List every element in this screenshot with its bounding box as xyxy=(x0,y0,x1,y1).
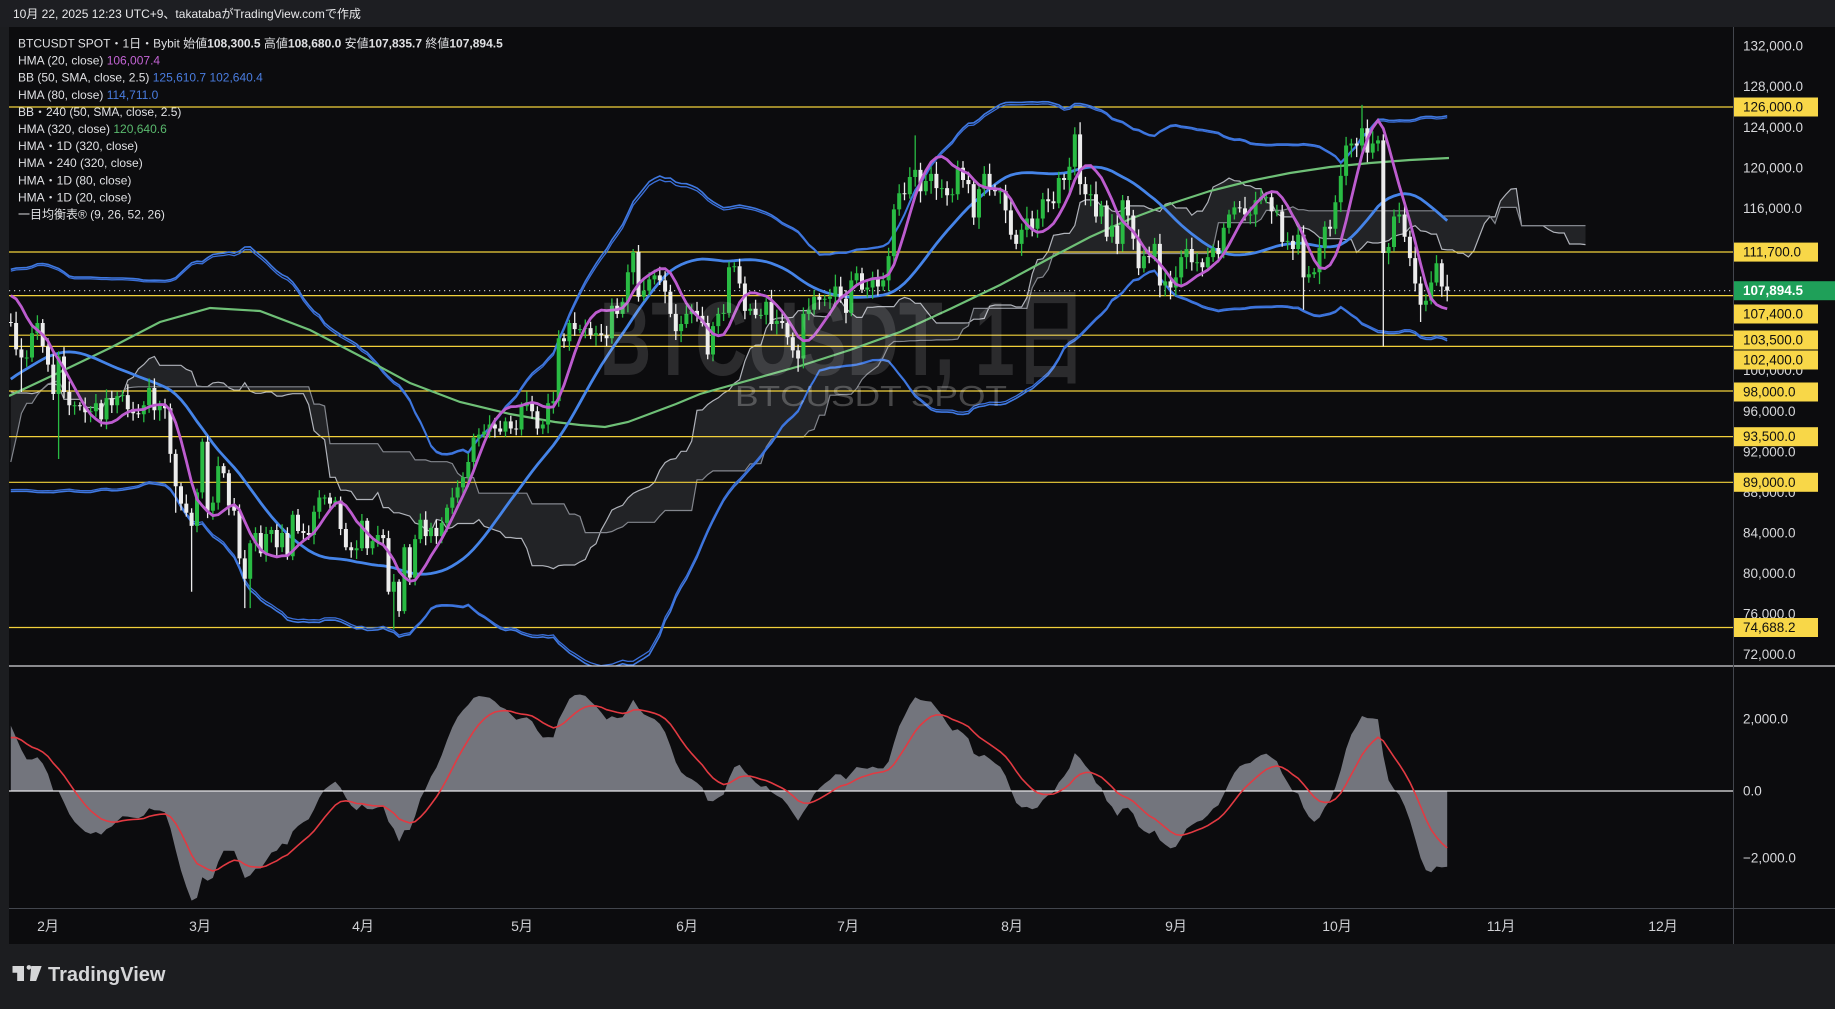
svg-text:96,000.0: 96,000.0 xyxy=(1743,404,1796,419)
svg-text:107,400.0: 107,400.0 xyxy=(1743,307,1803,322)
svg-text:89,000.0: 89,000.0 xyxy=(1743,475,1796,490)
svg-text:107,894.5: 107,894.5 xyxy=(1743,283,1804,298)
svg-text:BB (50, SMA, close, 2.5) 125,: BB (50, SMA, close, 2.5) 125,610.7 102,6… xyxy=(18,71,263,85)
svg-text:7月: 7月 xyxy=(837,918,859,934)
svg-text:HMA (20, close) 106,007.4: HMA (20, close) 106,007.4 xyxy=(18,54,160,68)
svg-text:BTCUSDT, 1日: BTCUSDT, 1日 xyxy=(600,281,1087,398)
svg-text:2月: 2月 xyxy=(37,918,59,934)
svg-text:84,000.0: 84,000.0 xyxy=(1743,526,1796,541)
svg-text:BTCUSDT SPOT・1日・Bybit 始値108,3: BTCUSDT SPOT・1日・Bybit 始値108,300.5 高値108,… xyxy=(18,36,503,51)
svg-text:0.0: 0.0 xyxy=(1743,784,1762,799)
svg-text:72,000.0: 72,000.0 xyxy=(1743,647,1796,662)
svg-text:103,500.0: 103,500.0 xyxy=(1743,333,1803,348)
svg-text:−2,000.0: −2,000.0 xyxy=(1743,851,1796,866)
svg-text:98,000.0: 98,000.0 xyxy=(1743,385,1796,400)
svg-text:8月: 8月 xyxy=(1001,918,1023,934)
svg-text:5月: 5月 xyxy=(511,918,533,934)
svg-text:HMA・1D (80, close): HMA・1D (80, close) xyxy=(18,173,131,187)
svg-text:11月: 11月 xyxy=(1487,918,1516,934)
svg-text:2,000.0: 2,000.0 xyxy=(1743,712,1788,727)
svg-text:10月: 10月 xyxy=(1322,918,1352,934)
svg-text:10月 22, 2025 12:23 UTC+9、takat: 10月 22, 2025 12:23 UTC+9、takatabaがTradin… xyxy=(13,6,361,21)
svg-text:9月: 9月 xyxy=(1165,918,1187,934)
svg-text:132,000.0: 132,000.0 xyxy=(1743,39,1803,54)
svg-text:92,000.0: 92,000.0 xyxy=(1743,444,1796,459)
svg-text:126,000.0: 126,000.0 xyxy=(1743,100,1803,115)
svg-text:3月: 3月 xyxy=(189,918,211,934)
svg-text:4月: 4月 xyxy=(352,918,374,934)
svg-text:76,000.0: 76,000.0 xyxy=(1743,607,1796,622)
svg-text:HMA (80, close) 114,711.0: HMA (80, close) 114,711.0 xyxy=(18,88,159,102)
svg-text:102,400.0: 102,400.0 xyxy=(1743,353,1803,368)
svg-text:120,000.0: 120,000.0 xyxy=(1743,160,1803,175)
svg-text:12月: 12月 xyxy=(1648,918,1678,934)
svg-text:BTCUSDT SPOT: BTCUSDT SPOT xyxy=(735,381,1007,413)
svg-text:HMA・1D (20, close): HMA・1D (20, close) xyxy=(18,190,131,204)
svg-text:74,688.2: 74,688.2 xyxy=(1743,620,1796,635)
svg-text:6月: 6月 xyxy=(676,918,698,934)
svg-text:TradingView: TradingView xyxy=(48,964,166,986)
svg-text:80,000.0: 80,000.0 xyxy=(1743,566,1796,581)
svg-text:111,700.0: 111,700.0 xyxy=(1743,245,1801,260)
svg-text:93,500.0: 93,500.0 xyxy=(1743,429,1796,444)
svg-text:BB・240 (50, SMA, close, 2.5): BB・240 (50, SMA, close, 2.5) xyxy=(18,105,181,119)
svg-text:124,000.0: 124,000.0 xyxy=(1743,120,1803,135)
svg-text:HMA (320, close) 120,640.6: HMA (320, close) 120,640.6 xyxy=(18,122,167,136)
svg-text:一目均衡表® (9, 26, 52, 26): 一目均衡表® (9, 26, 52, 26) xyxy=(18,208,165,222)
svg-text:HMA・1D (320, close): HMA・1D (320, close) xyxy=(18,139,138,153)
svg-text:116,000.0: 116,000.0 xyxy=(1743,201,1802,216)
svg-text:128,000.0: 128,000.0 xyxy=(1743,79,1803,94)
svg-text:HMA・240 (320, close): HMA・240 (320, close) xyxy=(18,156,143,170)
